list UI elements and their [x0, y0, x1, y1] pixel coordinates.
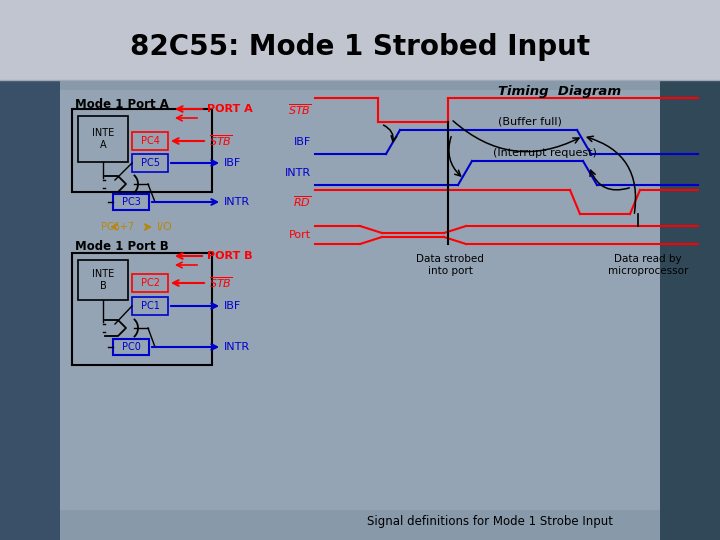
Text: IBF: IBF [294, 137, 311, 147]
Text: Timing  Diagram: Timing Diagram [498, 85, 621, 98]
Text: Signal definitions for Mode 1 Strobe Input: Signal definitions for Mode 1 Strobe Inp… [367, 516, 613, 529]
Bar [78, 260, 128, 300]
Text: $\overline{STB}$: $\overline{STB}$ [209, 276, 233, 291]
FancyBboxPatch shape [660, 80, 720, 540]
FancyBboxPatch shape [60, 90, 660, 510]
Text: PORT B: PORT B [207, 251, 253, 261]
Text: (Interrupt request): (Interrupt request) [493, 148, 597, 158]
Text: PC2: PC2 [140, 278, 160, 288]
Bar [132, 274, 168, 292]
Text: PC3: PC3 [122, 197, 140, 207]
Text: (Buffer full): (Buffer full) [498, 117, 562, 127]
FancyBboxPatch shape [0, 0, 720, 80]
Text: Mode 1 Port A: Mode 1 Port A [75, 98, 169, 111]
Text: Data read by
microprocessor: Data read by microprocessor [608, 254, 688, 275]
Text: INTR: INTR [224, 197, 250, 207]
FancyBboxPatch shape [0, 80, 60, 540]
Bar [132, 154, 168, 172]
Text: PC1: PC1 [140, 301, 159, 311]
Text: Data strobed
into port: Data strobed into port [416, 254, 484, 275]
FancyBboxPatch shape [0, 80, 720, 540]
Text: INTR: INTR [224, 342, 250, 352]
Bar [72, 109, 212, 192]
Bar [72, 253, 212, 365]
Text: PC0: PC0 [122, 342, 140, 352]
Text: PC5: PC5 [140, 158, 160, 168]
Text: PC6+7: PC6+7 [102, 222, 135, 232]
Text: 82C55: Mode 1 Strobed Input: 82C55: Mode 1 Strobed Input [130, 33, 590, 61]
Text: INTE
A: INTE A [92, 128, 114, 150]
Text: Port: Port [289, 230, 311, 240]
Bar [132, 132, 168, 150]
Text: INTR: INTR [285, 168, 311, 178]
Text: Mode 1 Port B: Mode 1 Port B [75, 240, 168, 253]
Bar [132, 297, 168, 315]
Text: $\overline{STB}$: $\overline{STB}$ [287, 103, 311, 117]
Text: I/O: I/O [157, 222, 173, 232]
Text: INTE
B: INTE B [92, 269, 114, 291]
Text: PORT A: PORT A [207, 104, 253, 114]
Text: IBF: IBF [224, 301, 241, 311]
Text: $\overline{RD}$: $\overline{RD}$ [293, 195, 311, 210]
Text: $\overline{STB}$: $\overline{STB}$ [209, 134, 233, 148]
Text: PC4: PC4 [140, 136, 159, 146]
Bar [113, 194, 149, 210]
Bar [113, 339, 149, 355]
Text: IBF: IBF [224, 158, 241, 168]
Bar [78, 116, 128, 162]
